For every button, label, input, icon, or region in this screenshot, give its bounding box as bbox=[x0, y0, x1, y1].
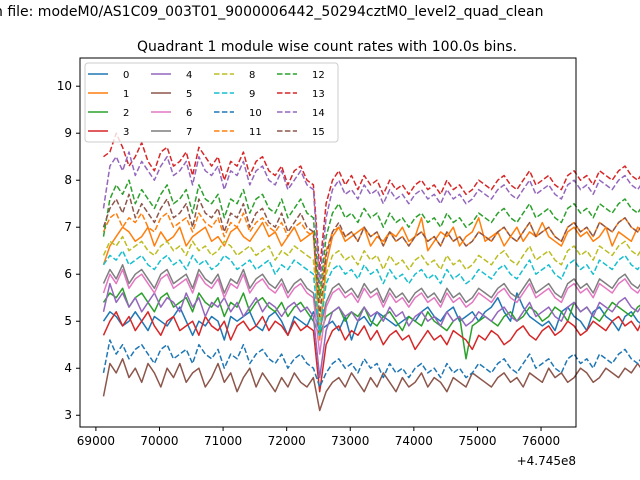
legend-label-4: 4 bbox=[186, 70, 192, 81]
legend-label-10: 10 bbox=[249, 108, 262, 119]
legend-label-11: 11 bbox=[249, 127, 262, 138]
x-tick-label: 73000 bbox=[331, 434, 369, 448]
y-tick-label: 5 bbox=[64, 314, 72, 328]
series-4-line bbox=[102, 282, 640, 379]
x-tick-label: 69000 bbox=[77, 434, 115, 448]
x-tick-label: 76000 bbox=[522, 434, 560, 448]
series-5-line bbox=[102, 358, 640, 412]
x-tick-label: 71000 bbox=[204, 434, 242, 448]
series-13-line bbox=[103, 132, 640, 271]
y-tick-label: 4 bbox=[64, 361, 72, 375]
legend-label-0: 0 bbox=[123, 70, 129, 81]
y-axis: 3 4 5 6 7 8 9 10 bbox=[57, 79, 80, 422]
plot-area-frame bbox=[79, 57, 577, 428]
series-layer bbox=[102, 132, 640, 412]
legend-label-8: 8 bbox=[249, 70, 255, 81]
series-3-line bbox=[102, 311, 640, 393]
y-tick-label: 9 bbox=[64, 126, 72, 140]
legend-label-9: 9 bbox=[249, 89, 255, 100]
y-tick-label: 8 bbox=[64, 173, 72, 187]
x-axis: 69000 70000 71000 72000 73000 74000 75000 76000 bbox=[77, 427, 560, 448]
x-tick-label: 75000 bbox=[458, 434, 496, 448]
series-10-line bbox=[102, 339, 640, 388]
series-11-line bbox=[102, 212, 640, 304]
legend-label-5: 5 bbox=[186, 89, 192, 100]
figure-suptitle: n file: modeM0/AS1C09_003T01_9000006442_… bbox=[0, 4, 543, 20]
legend-label-12: 12 bbox=[312, 70, 325, 81]
legend-frame bbox=[84, 62, 339, 143]
x-tick-label: 74000 bbox=[395, 434, 433, 448]
y-tick-label: 7 bbox=[64, 220, 72, 234]
chart-title: Quadrant 1 module wise count rates with … bbox=[137, 39, 517, 55]
series-2-line bbox=[102, 287, 640, 360]
y-tick-label: 3 bbox=[64, 408, 72, 422]
x-tick-label: 70000 bbox=[140, 434, 178, 448]
x-tick-label: 72000 bbox=[268, 434, 306, 448]
series-1-line bbox=[102, 217, 640, 341]
series-6-line bbox=[102, 268, 640, 355]
y-tick-label: 6 bbox=[64, 267, 72, 281]
legend-label-14: 14 bbox=[312, 108, 325, 119]
legend-label-2: 2 bbox=[123, 108, 129, 119]
series-0-line bbox=[102, 292, 640, 341]
legend-label-7: 7 bbox=[186, 127, 192, 138]
legend-label-1: 1 bbox=[123, 89, 129, 100]
y-tick-label: 10 bbox=[57, 79, 72, 93]
legend-label-6: 6 bbox=[186, 108, 192, 119]
x-offset-label: +4.745e8 bbox=[517, 454, 576, 468]
series-8-line bbox=[102, 235, 640, 327]
series-7-line bbox=[102, 264, 640, 332]
legend-label-15: 15 bbox=[312, 127, 325, 138]
legend-label-3: 3 bbox=[123, 127, 129, 138]
legend-label-13: 13 bbox=[312, 89, 325, 100]
